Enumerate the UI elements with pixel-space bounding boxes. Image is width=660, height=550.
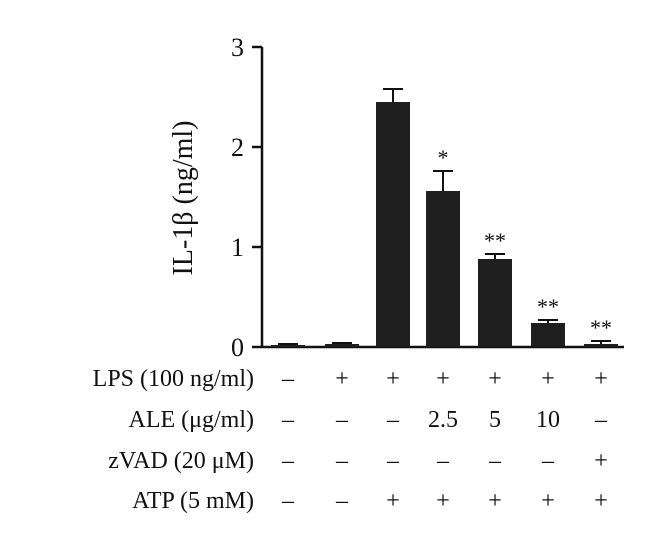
bar [325,344,359,347]
condition-cell: 5 [489,407,501,433]
condition-cell: – [335,407,349,433]
bar [584,344,618,347]
condition-label: ALE (μg/ml) [128,407,254,433]
condition-cell: – [335,448,349,474]
y-tick-label: 1 [231,233,244,262]
condition-cell: – [436,448,450,474]
y-tick-label: 3 [231,33,244,62]
condition-cell: – [281,366,295,392]
condition-label: ATP (5 mM) [132,488,254,514]
condition-cell: + [436,488,450,514]
y-axis-label: IL-1β (ng/ml) [168,121,199,276]
bar [376,102,410,347]
condition-cell: – [541,448,555,474]
condition-label: zVAD (20 μM) [108,448,254,474]
condition-cell: + [541,488,555,514]
condition-cell: – [281,488,295,514]
bar [271,345,305,347]
significance-label: ** [537,294,559,319]
condition-cell: – [281,407,295,433]
significance-label: ** [484,228,506,253]
condition-cell: – [386,448,400,474]
bar [426,191,460,347]
condition-cell: – [488,448,502,474]
condition-cell: 10 [536,407,560,433]
condition-label: LPS (100 ng/ml) [93,366,254,392]
condition-cell: + [436,366,450,392]
significance-label: ** [590,315,612,340]
bar [531,323,565,347]
y-tick-label: 0 [231,333,244,362]
condition-cell: + [386,488,400,514]
condition-cell: + [386,366,400,392]
condition-cell: + [541,366,555,392]
condition-cell: – [386,407,400,433]
condition-cell: 2.5 [428,407,458,433]
condition-cell: – [335,488,349,514]
significance-label: * [438,145,449,170]
condition-cell: – [594,407,608,433]
condition-cell: – [281,448,295,474]
condition-cell: + [488,488,502,514]
condition-cell: + [594,448,608,474]
bars: ******* [271,88,618,347]
condition-cell: + [335,366,349,392]
y-tick-label: 2 [231,133,244,162]
condition-cell: + [594,366,608,392]
condition-cell: + [488,366,502,392]
condition-table: LPS (100 ng/ml) – + + + + + + ALE (μg/ml) – – – 2.5 5… [93,366,608,514]
bar [478,259,512,347]
condition-cell: + [594,488,608,514]
